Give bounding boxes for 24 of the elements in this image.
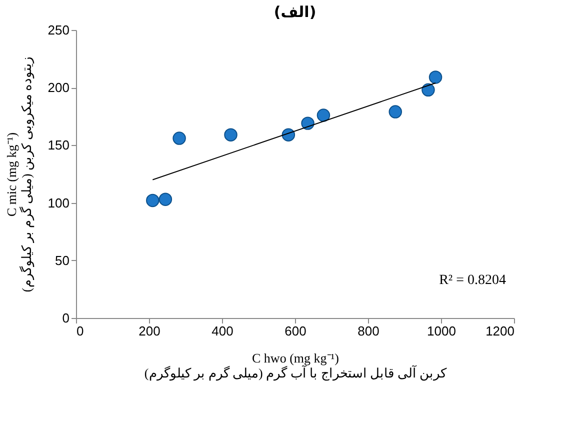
chart-title: (الف) [274, 3, 316, 21]
point [146, 194, 160, 208]
point [422, 83, 435, 97]
x-tick-label: 1000 [427, 324, 456, 338]
x-tick-label: 800 [358, 324, 380, 338]
point [301, 116, 314, 130]
point [158, 192, 172, 206]
point [316, 108, 330, 122]
y-tick-label: 250 [48, 22, 70, 38]
point [224, 128, 238, 142]
annotation: R² = 0.8204 [439, 273, 506, 288]
point [428, 70, 442, 84]
y-tick-label: 150 [48, 138, 70, 153]
x-tick-label: 200 [138, 324, 160, 338]
point [172, 132, 186, 145]
y-tick-label: 0 [62, 310, 70, 326]
x-tick-label: 0 [76, 324, 84, 338]
x-tick-label: 600 [284, 324, 306, 338]
x-tick-label: 400 [212, 324, 234, 338]
x-tick-label: 1200 [486, 324, 514, 338]
y-tick-label: 50 [55, 252, 70, 268]
y-tick-label: 100 [48, 195, 70, 210]
y-tick-label: 200 [48, 80, 70, 96]
point [388, 105, 402, 118]
